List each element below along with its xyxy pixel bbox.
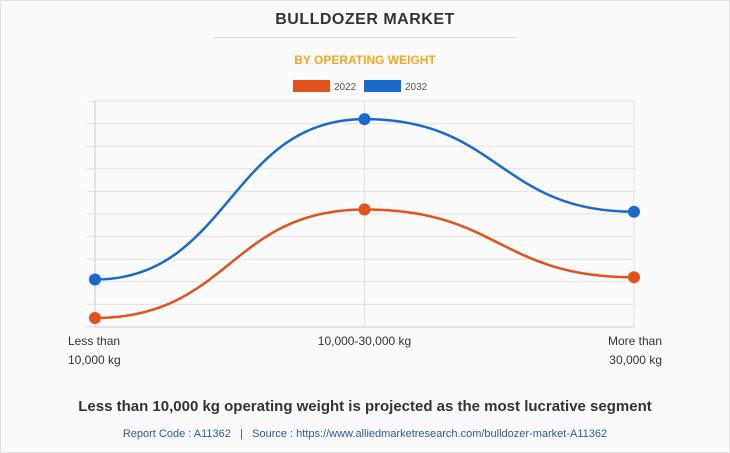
x-tick-label: 10,000-30,000 kg bbox=[318, 334, 411, 348]
data-point-2022 bbox=[358, 203, 371, 216]
chart-footer: Report Code : A11362 | Source : https://… bbox=[0, 428, 730, 440]
chart-legend: 2022 2032 bbox=[293, 80, 428, 93]
chart-subtitle: BY OPERATING WEIGHT bbox=[294, 53, 436, 67]
chart-headline: Less than 10,000 kg operating weight is … bbox=[78, 398, 652, 415]
report-code: Report Code : A11362 bbox=[122, 428, 231, 440]
source-link[interactable]: Source : https://www.alliedmarketresearc… bbox=[252, 428, 608, 440]
title-divider bbox=[214, 37, 516, 38]
chart-axes bbox=[94, 101, 634, 328]
legend-swatch-2032 bbox=[364, 80, 401, 92]
data-point-2022 bbox=[628, 271, 640, 284]
chart-series bbox=[89, 113, 640, 324]
legend-swatch-2022 bbox=[293, 80, 330, 92]
data-point-2032 bbox=[89, 273, 101, 286]
legend-label-2032: 2032 bbox=[405, 82, 428, 93]
data-point-2032 bbox=[628, 205, 640, 218]
chart-gridlines bbox=[87, 100, 635, 328]
footer-separator: | bbox=[240, 428, 243, 440]
x-tick-label: More than 30,000 kg bbox=[608, 334, 662, 367]
legend-label-2022: 2022 bbox=[334, 82, 357, 93]
x-tick-label: Less than 10,000 kg bbox=[68, 334, 121, 367]
data-point-2032 bbox=[358, 113, 371, 126]
x-axis-tick-labels: Less than 10,000 kg 10,000-30,000 kg More t… bbox=[68, 334, 662, 367]
data-point-2022 bbox=[89, 311, 101, 324]
chart-title: BULLDOZER MARKET bbox=[275, 11, 455, 28]
